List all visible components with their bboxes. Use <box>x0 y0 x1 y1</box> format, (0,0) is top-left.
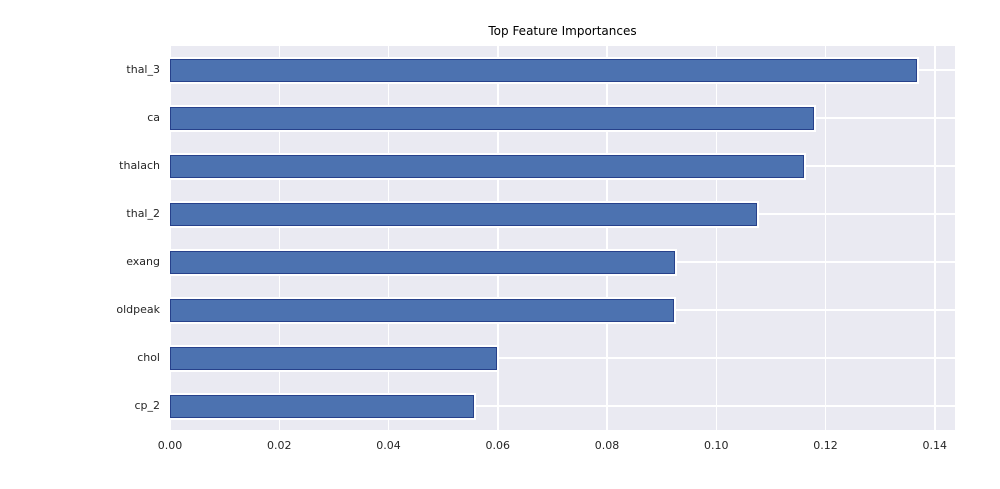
x-tick-label-0.04: 0.04 <box>376 439 401 452</box>
gridline-x-0.12 <box>824 46 827 430</box>
gridline-y-chol <box>170 357 955 359</box>
plot-area <box>170 46 955 430</box>
bar-exang <box>170 250 675 274</box>
bar-thal_3 <box>170 58 917 82</box>
x-tick-label-0.14: 0.14 <box>922 439 948 452</box>
y-tick-label-exang: exang <box>126 255 160 268</box>
bar-oldpeak <box>170 298 674 322</box>
gridline-y-cp_2 <box>170 405 955 407</box>
gridline-x-0.10 <box>715 46 718 430</box>
bar-thal_2 <box>170 202 757 226</box>
y-tick-label-chol: chol <box>137 351 160 364</box>
bar-thalach <box>170 154 804 178</box>
bar-cp_2 <box>170 394 474 418</box>
y-tick-label-thal_2: thal_2 <box>126 207 160 220</box>
y-tick-label-cp_2: cp_2 <box>134 399 160 412</box>
y-tick-label-thal_3: thal_3 <box>126 63 160 76</box>
gridline-x-0.14 <box>934 46 936 430</box>
gridline-x-0.00 <box>170 46 171 430</box>
x-tick-label-0.12: 0.12 <box>813 439 838 452</box>
y-tick-label-ca: ca <box>147 111 160 124</box>
gridline-x-0.08 <box>606 46 608 430</box>
y-tick-label-oldpeak: oldpeak <box>116 303 160 316</box>
x-tick-label-0.10: 0.10 <box>704 439 729 452</box>
bar-chol <box>170 346 497 370</box>
gridline-x-0.06 <box>497 46 499 430</box>
x-tick-label-0.02: 0.02 <box>267 439 292 452</box>
bar-ca <box>170 106 815 130</box>
gridline-x-0.02 <box>278 46 280 430</box>
x-tick-label-0.06: 0.06 <box>485 439 511 452</box>
chart-title: Top Feature Importances <box>488 24 637 38</box>
x-tick-label-0.08: 0.08 <box>594 439 620 452</box>
y-tick-label-thalach: thalach <box>119 159 160 172</box>
gridline-x-0.04 <box>387 46 390 430</box>
x-tick-label-0.00: 0.00 <box>157 439 183 452</box>
